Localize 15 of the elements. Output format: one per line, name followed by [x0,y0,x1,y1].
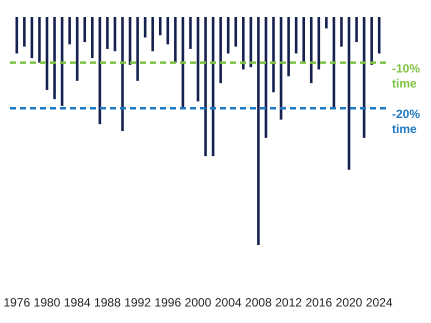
ref-line-label: -10% time [392,62,420,91]
x-tick-label: 1988 [94,296,122,310]
x-tick-label: 2008 [245,296,272,310]
x-tick-label: 1984 [64,296,91,310]
x-tick-label: 1976 [3,296,30,310]
x-tick-label: 2024 [366,296,393,310]
ref-line-label: -20% time [392,107,420,136]
x-tick-label: 2004 [214,296,242,310]
x-tick-label: 2020 [336,296,363,310]
x-tick-label: 2016 [305,296,332,310]
x-tick-label: 1980 [34,296,61,310]
x-tick-label: 2012 [275,296,302,310]
x-tick-label: 1992 [124,296,152,310]
x-tick-label: 1996 [154,296,182,310]
x-tick-label: 2000 [184,296,212,310]
